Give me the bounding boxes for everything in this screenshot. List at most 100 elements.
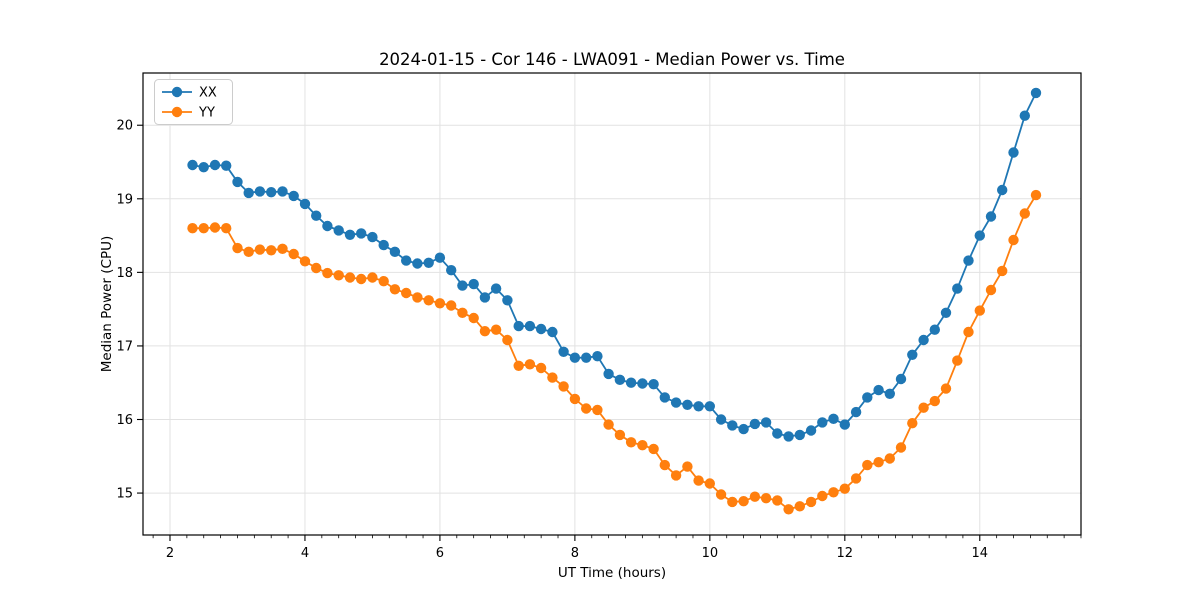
- data-point: [772, 495, 783, 506]
- data-point: [1019, 110, 1030, 121]
- data-point: [412, 292, 423, 303]
- data-point: [850, 473, 862, 484]
- data-point: [614, 429, 626, 441]
- data-point: [187, 159, 198, 171]
- data-point: [288, 190, 299, 202]
- data-point: [715, 414, 727, 425]
- data-point: [659, 459, 670, 471]
- legend-item-yy: YY: [162, 106, 215, 121]
- legend-label-xx: XX: [199, 86, 217, 101]
- data-point: [254, 244, 266, 255]
- data-point: [412, 258, 423, 269]
- data-point: [322, 220, 333, 232]
- data-point: [311, 262, 322, 274]
- data-point: [288, 248, 299, 260]
- data-point: [929, 324, 940, 335]
- data-series: [187, 87, 1042, 515]
- data-point: [940, 307, 952, 318]
- data-point: [266, 245, 277, 256]
- data-point: [603, 419, 614, 430]
- data-point: [232, 176, 243, 188]
- data-point: [625, 437, 637, 448]
- data-point: [918, 334, 929, 346]
- data-point: [333, 270, 344, 281]
- data-point: [344, 229, 356, 240]
- y-tick-label: 18: [116, 266, 133, 281]
- data-point: [558, 381, 569, 392]
- data-point: [299, 256, 311, 267]
- data-point: [760, 417, 772, 428]
- data-point: [805, 425, 817, 436]
- data-point: [895, 373, 907, 385]
- data-point: [727, 496, 738, 508]
- data-point: [1030, 189, 1042, 201]
- y-axis-label: Median Power (CPU): [99, 236, 115, 372]
- data-point: [243, 246, 254, 257]
- data-point: [884, 388, 895, 399]
- data-point: [873, 457, 884, 468]
- data-point: [446, 265, 457, 276]
- data-point: [963, 255, 974, 266]
- data-point: [693, 475, 704, 486]
- data-point: [581, 403, 592, 414]
- data-point: [502, 295, 513, 306]
- data-point: [805, 496, 817, 508]
- data-point: [333, 225, 344, 236]
- data-point: [873, 384, 884, 396]
- data-point: [963, 326, 974, 338]
- data-point: [637, 440, 648, 451]
- data-point: [479, 326, 491, 337]
- data-point: [603, 368, 614, 380]
- data-point: [367, 272, 378, 283]
- data-point: [862, 392, 873, 403]
- data-point: [907, 349, 918, 360]
- y-tick-label: 19: [116, 192, 133, 207]
- data-point: [513, 360, 524, 371]
- data-point: [401, 287, 412, 299]
- data-point: [221, 160, 232, 171]
- x-axis-label: UT Time (hours): [558, 565, 666, 581]
- data-point: [502, 334, 513, 346]
- y-tick-label: 15: [116, 487, 133, 502]
- data-point: [299, 198, 311, 210]
- data-point: [209, 222, 221, 233]
- data-point: [749, 491, 761, 502]
- data-point: [772, 428, 783, 439]
- data-point: [311, 210, 322, 221]
- data-point: [929, 395, 940, 407]
- data-point: [1008, 147, 1019, 158]
- data-point: [592, 351, 603, 362]
- x-tick-label: 2: [166, 546, 174, 561]
- data-point: [198, 223, 209, 234]
- x-tick-label: 12: [837, 546, 854, 561]
- x-tick-label: 8: [571, 546, 579, 561]
- data-point: [1030, 87, 1042, 99]
- data-point: [817, 417, 828, 428]
- legend: XX YY: [154, 79, 233, 125]
- chart-title: 2024-01-15 - Cor 146 - LWA091 - Median P…: [379, 50, 845, 69]
- x-tick-label: 4: [301, 546, 309, 561]
- data-point: [727, 420, 738, 431]
- data-point: [322, 267, 333, 279]
- data-point: [535, 323, 547, 335]
- data-point: [974, 230, 985, 241]
- x-tick-label: 6: [436, 546, 444, 561]
- data-point: [547, 326, 558, 338]
- data-point: [738, 423, 749, 435]
- data-point: [434, 252, 446, 263]
- data-point: [884, 453, 895, 464]
- data-point: [569, 352, 581, 363]
- data-point: [997, 184, 1008, 196]
- data-point: [850, 406, 862, 418]
- data-point: [434, 298, 446, 309]
- data-point: [277, 186, 288, 197]
- data-point: [198, 162, 209, 173]
- data-point: [401, 255, 412, 266]
- x-tick-label: 14: [972, 546, 989, 561]
- data-point: [378, 239, 389, 251]
- data-point: [535, 362, 547, 374]
- data-point: [232, 242, 243, 254]
- data-point: [524, 359, 536, 370]
- plot-border: [142, 72, 1082, 536]
